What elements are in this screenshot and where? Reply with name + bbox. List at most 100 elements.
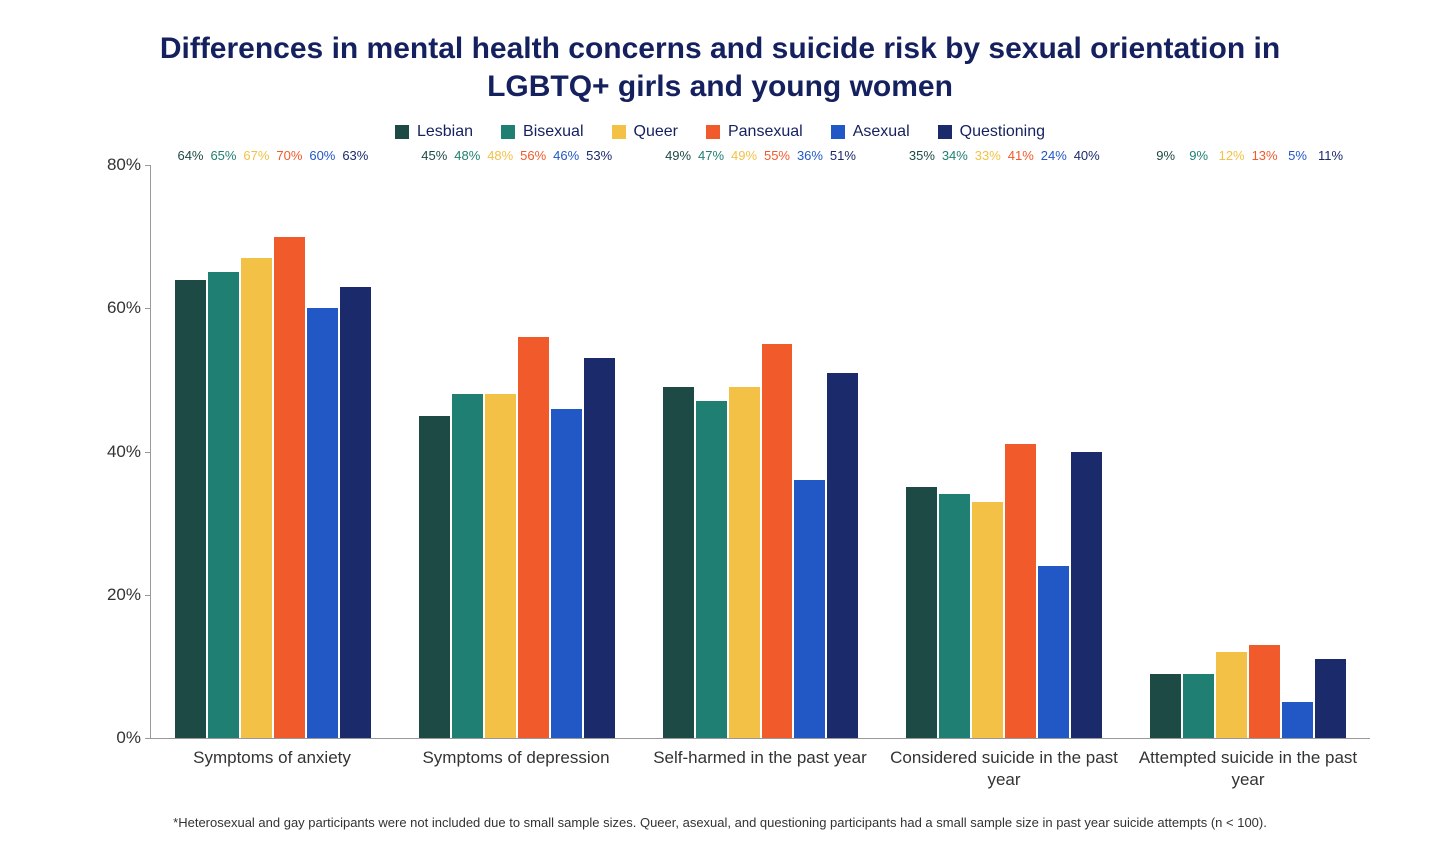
bar-value-label: 63%: [342, 148, 368, 163]
bar-wrap: 65%: [208, 165, 239, 738]
bar-value-label: 56%: [520, 148, 546, 163]
y-tick-mark: [145, 308, 151, 309]
legend-item: Lesbian: [395, 123, 473, 141]
legend-swatch: [612, 125, 626, 139]
bar-value-label: 34%: [942, 148, 968, 163]
legend-label: Queer: [634, 123, 678, 141]
x-axis-label: Symptoms of anxiety: [150, 739, 394, 809]
legend-label: Asexual: [853, 123, 910, 141]
y-tick-label: 20%: [107, 585, 141, 605]
bar: [1216, 652, 1247, 738]
bar-wrap: 36%: [794, 165, 825, 738]
bar-group: 49%47%49%55%36%51%: [639, 165, 883, 738]
bar: [452, 394, 483, 738]
x-axis-label: Attempted suicide in the past year: [1126, 739, 1370, 809]
bar-wrap: 9%: [1183, 165, 1214, 738]
bar-value-label: 55%: [764, 148, 790, 163]
bar-wrap: 63%: [340, 165, 371, 738]
bar: [696, 401, 727, 738]
plot: 64%65%67%70%60%63%45%48%48%56%46%53%49%4…: [100, 165, 1370, 809]
legend-label: Bisexual: [523, 123, 583, 141]
bar-wrap: 60%: [307, 165, 338, 738]
bar-wrap: 64%: [175, 165, 206, 738]
bar-wrap: 56%: [518, 165, 549, 738]
bar: [1282, 702, 1313, 738]
bar: [1315, 659, 1346, 738]
legend: Lesbian Bisexual Queer Pansexual Asexual Ques…: [60, 123, 1380, 141]
bar: [762, 344, 793, 738]
bar-value-label: 35%: [909, 148, 935, 163]
y-tick-label: 0%: [116, 728, 141, 748]
bar-wrap: 34%: [939, 165, 970, 738]
legend-swatch: [395, 125, 409, 139]
bar: [939, 494, 970, 738]
x-axis-label: Symptoms of depression: [394, 739, 638, 809]
bar-value-label: 11%: [1318, 148, 1343, 163]
bar-wrap: 33%: [972, 165, 1003, 738]
bar: [827, 373, 858, 738]
chart-root: Differences in mental health concerns an…: [0, 0, 1440, 850]
bar-wrap: 53%: [584, 165, 615, 738]
bar: [906, 487, 937, 738]
bar: [175, 280, 206, 738]
bar-group: 35%34%33%41%24%40%: [882, 165, 1126, 738]
legend-label: Questioning: [960, 123, 1045, 141]
bar: [663, 387, 694, 738]
y-tick-label: 80%: [107, 155, 141, 175]
bar-wrap: 48%: [452, 165, 483, 738]
bar-wrap: 13%: [1249, 165, 1280, 738]
legend-swatch: [938, 125, 952, 139]
bar-value-label: 51%: [830, 148, 856, 163]
chart-title: Differences in mental health concerns an…: [120, 30, 1320, 105]
bar-group: 64%65%67%70%60%63%: [151, 165, 395, 738]
bar: [729, 387, 760, 738]
bar: [208, 272, 239, 738]
bar-value-label: 5%: [1288, 148, 1307, 163]
bar-value-label: 36%: [797, 148, 823, 163]
bar-wrap: 24%: [1038, 165, 1069, 738]
bar-wrap: 46%: [551, 165, 582, 738]
bar: [972, 502, 1003, 738]
bar-wrap: 35%: [906, 165, 937, 738]
bar: [485, 394, 516, 738]
y-tick-mark: [145, 595, 151, 596]
x-axis-labels: Symptoms of anxietySymptoms of depressio…: [150, 739, 1370, 809]
bar-value-label: 48%: [454, 148, 480, 163]
legend-label: Pansexual: [728, 123, 803, 141]
bar: [1183, 674, 1214, 738]
bar: [1005, 444, 1036, 738]
bar-group: 9%9%12%13%5%11%: [1126, 165, 1370, 738]
bar-value-label: 70%: [276, 148, 302, 163]
bar-value-label: 12%: [1219, 148, 1245, 163]
bar: [794, 480, 825, 738]
legend-item: Questioning: [938, 123, 1045, 141]
bar-wrap: 51%: [827, 165, 858, 738]
bar-wrap: 9%: [1150, 165, 1181, 738]
bar-value-label: 47%: [698, 148, 724, 163]
bar: [518, 337, 549, 738]
bar: [584, 358, 615, 738]
bar-wrap: 12%: [1216, 165, 1247, 738]
bar-wrap: 67%: [241, 165, 272, 738]
legend-swatch: [831, 125, 845, 139]
legend-item: Queer: [612, 123, 678, 141]
y-tick-mark: [145, 165, 151, 166]
bar-value-label: 33%: [975, 148, 1001, 163]
bar-value-label: 9%: [1156, 148, 1175, 163]
bar-wrap: 48%: [485, 165, 516, 738]
bar-value-label: 46%: [553, 148, 579, 163]
bar-value-label: 65%: [210, 148, 236, 163]
legend-item: Asexual: [831, 123, 910, 141]
bar-wrap: 47%: [696, 165, 727, 738]
bar-value-label: 60%: [309, 148, 335, 163]
bar: [241, 258, 272, 738]
legend-item: Bisexual: [501, 123, 583, 141]
bar: [1249, 645, 1280, 738]
legend-swatch: [706, 125, 720, 139]
bar-wrap: 49%: [663, 165, 694, 738]
plot-area: 64%65%67%70%60%63%45%48%48%56%46%53%49%4…: [150, 165, 1370, 739]
bar: [1071, 452, 1102, 739]
bar-value-label: 41%: [1008, 148, 1034, 163]
bar-value-label: 53%: [586, 148, 612, 163]
legend-label: Lesbian: [417, 123, 473, 141]
